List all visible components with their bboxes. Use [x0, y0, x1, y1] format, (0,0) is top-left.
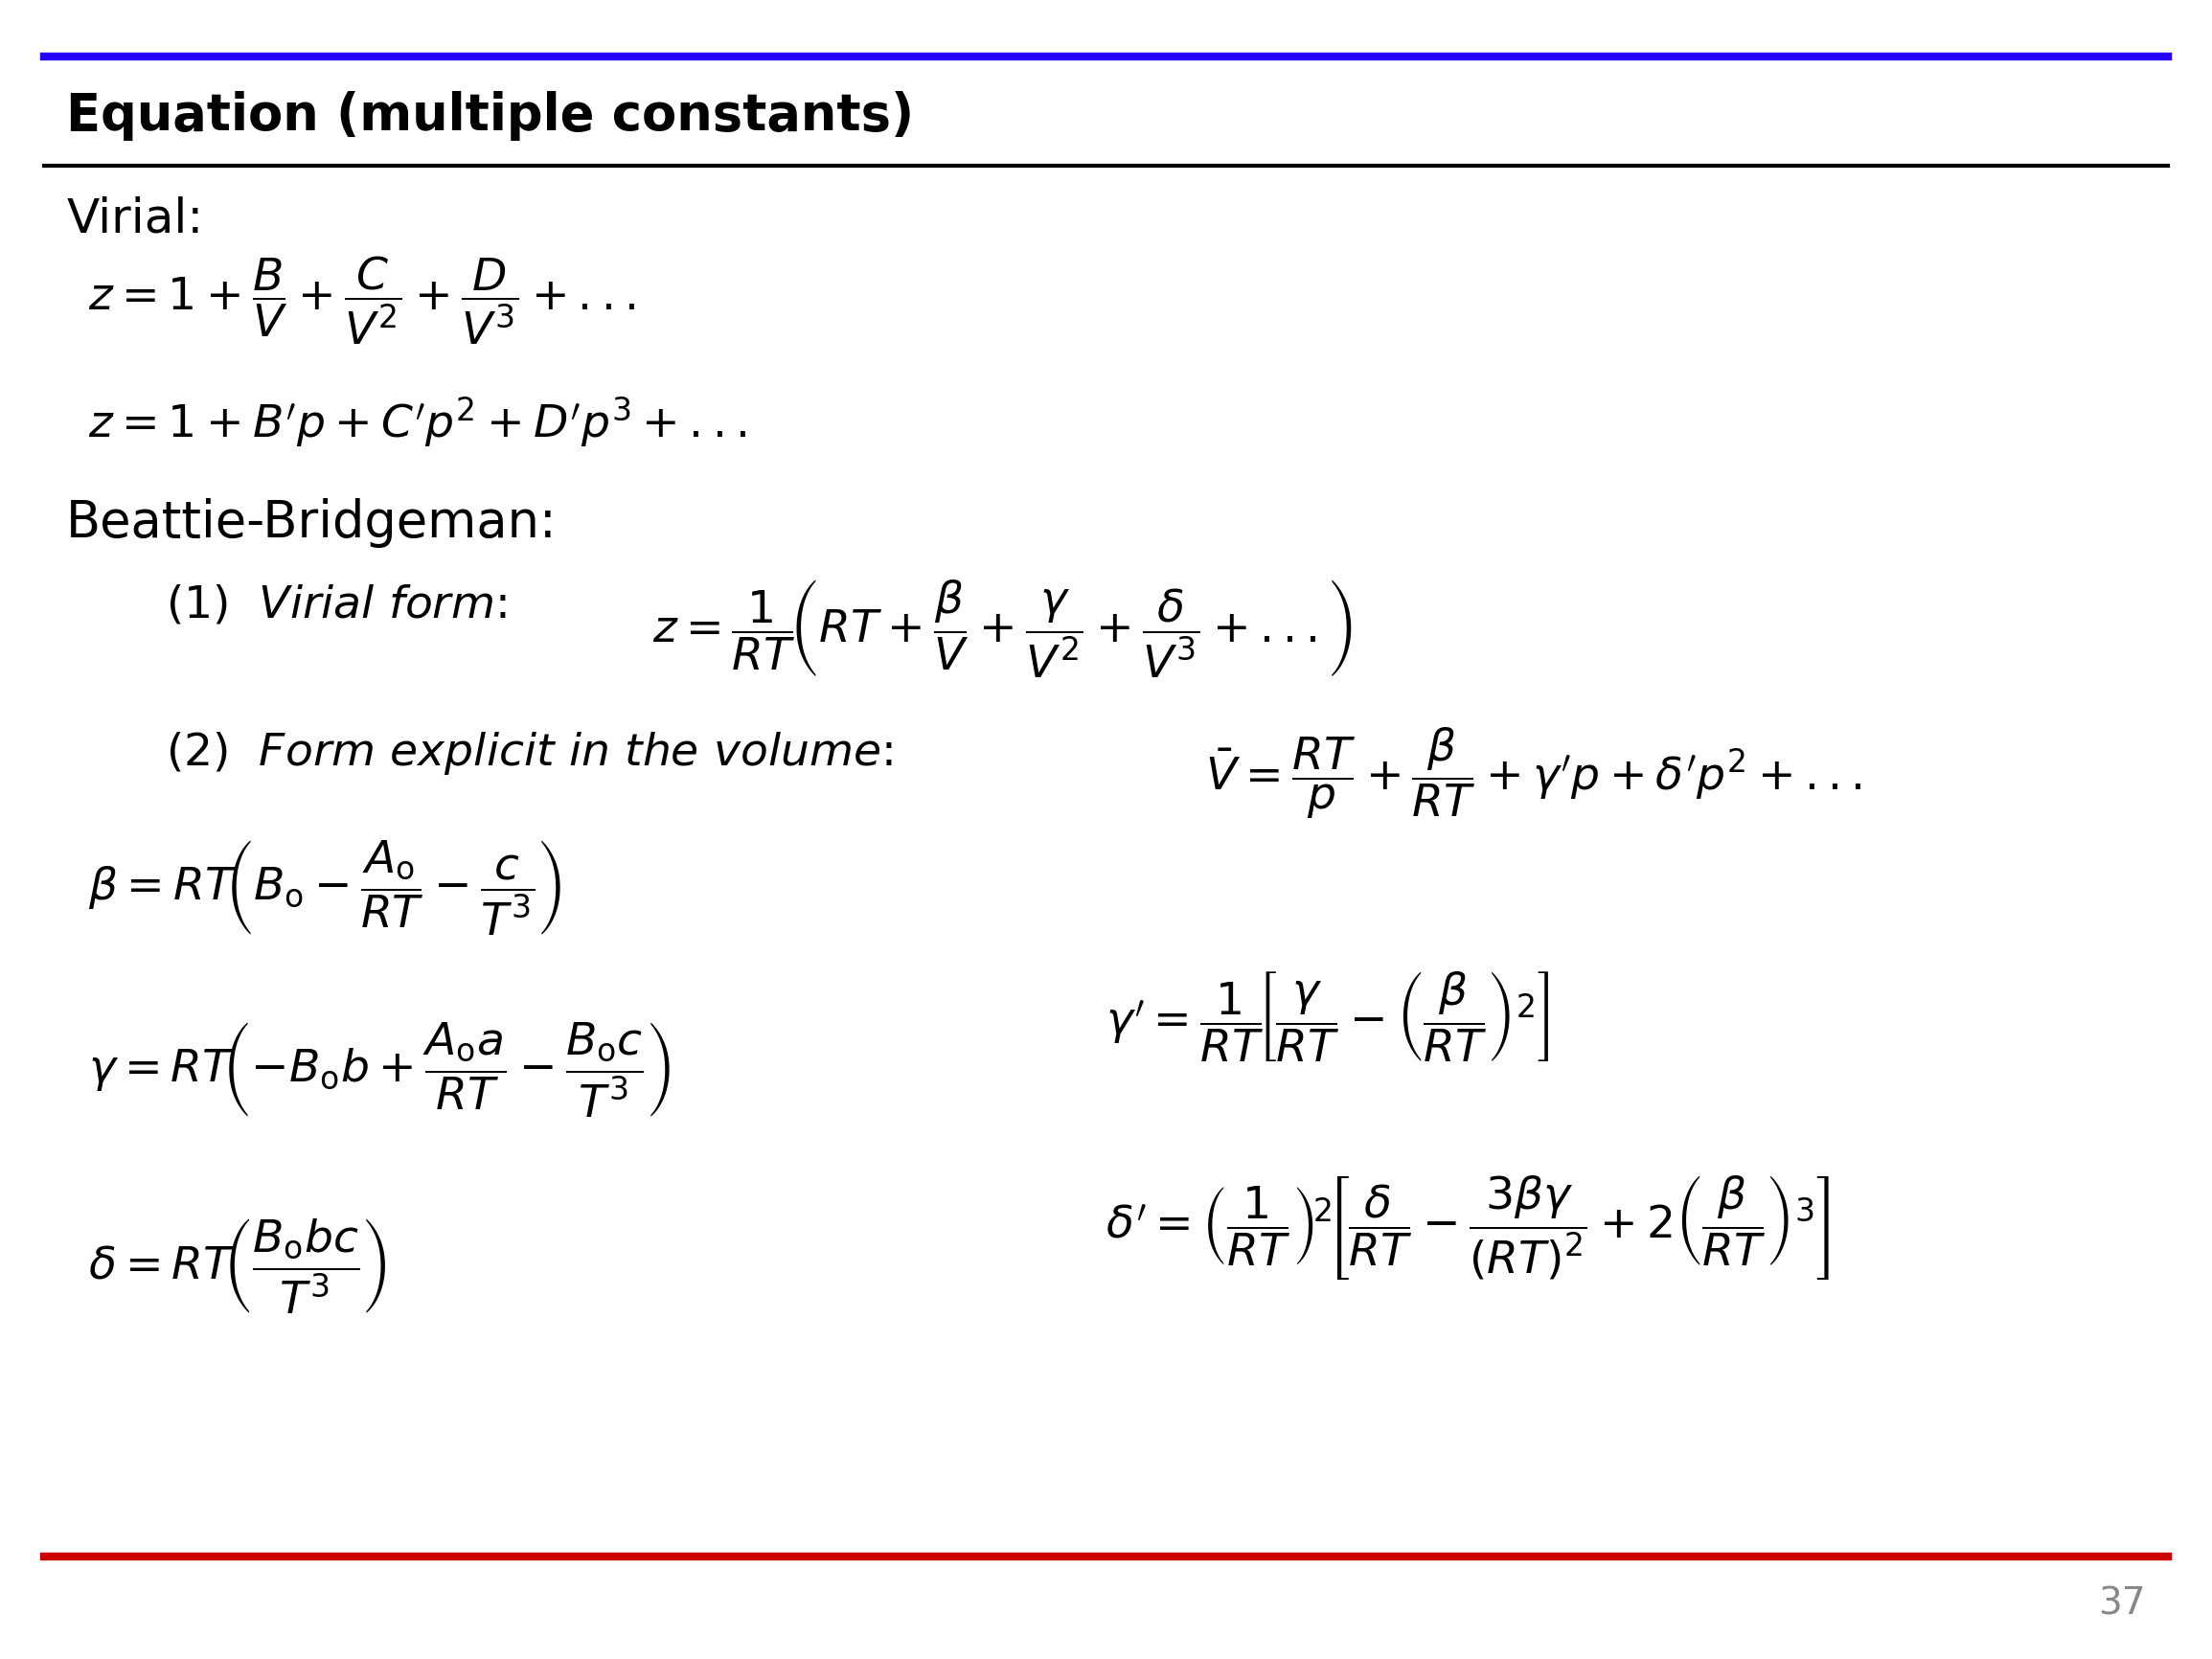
- Text: 37: 37: [2099, 1586, 2146, 1623]
- Text: Beattie-Bridgeman:: Beattie-Bridgeman:: [66, 498, 557, 547]
- Text: $\gamma' = \dfrac{1}{RT}\!\left[ \dfrac{\gamma}{RT} - \left(\dfrac{\beta}{RT}\ri: $\gamma' = \dfrac{1}{RT}\!\left[ \dfrac{…: [1106, 971, 1551, 1065]
- Text: $z = \dfrac{1}{RT}\!\left( RT + \dfrac{\beta}{V} + \dfrac{\gamma}{V^{2}} + \dfra: $z = \dfrac{1}{RT}\!\left( RT + \dfrac{\…: [653, 577, 1354, 679]
- Text: $(1)$  $\mathit{Virial\ form}$:: $(1)$ $\mathit{Virial\ form}$:: [166, 584, 507, 627]
- Text: $\delta' = \left(\dfrac{1}{RT}\right)^{\!2}\!\left[ \dfrac{\delta}{RT} - \dfrac{: $\delta' = \left(\dfrac{1}{RT}\right)^{\…: [1106, 1173, 1832, 1281]
- Text: $\beta = RT\!\left( B_{\mathrm{o}} - \dfrac{A_{\mathrm{o}}}{RT} - \dfrac{c}{T^{3: $\beta = RT\!\left( B_{\mathrm{o}} - \df…: [88, 838, 562, 936]
- Text: $\gamma = RT\!\left( -B_{\mathrm{o}}b + \dfrac{A_{\mathrm{o}}a}{RT} - \dfrac{B_{: $\gamma = RT\!\left( -B_{\mathrm{o}}b + …: [88, 1020, 672, 1118]
- Text: Equation (multiple constants): Equation (multiple constants): [66, 91, 914, 141]
- Text: $z = 1 + \dfrac{B}{V} + \dfrac{C}{V^{2}} + \dfrac{D}{V^{3}} + ...$: $z = 1 + \dfrac{B}{V} + \dfrac{C}{V^{2}}…: [88, 254, 635, 347]
- Text: Virial:: Virial:: [66, 196, 204, 242]
- Text: $\bar{V} = \dfrac{RT}{p} + \dfrac{\beta}{RT} + \gamma'p + \delta'p^{2} + ...$: $\bar{V} = \dfrac{RT}{p} + \dfrac{\beta}…: [1206, 725, 1863, 821]
- Text: $z = 1 + B'p + C'p^{2} + D'p^{3} + ...$: $z = 1 + B'p + C'p^{2} + D'p^{3} + ...$: [88, 395, 748, 450]
- Text: $(2)$  $\mathit{Form\ explicit\ in\ the\ volume}$:: $(2)$ $\mathit{Form\ explicit\ in\ the\ …: [166, 730, 894, 776]
- Text: $\delta = RT\!\left( \dfrac{B_{\mathrm{o}}bc}{T^{3}} \right)$: $\delta = RT\!\left( \dfrac{B_{\mathrm{o…: [88, 1216, 387, 1316]
